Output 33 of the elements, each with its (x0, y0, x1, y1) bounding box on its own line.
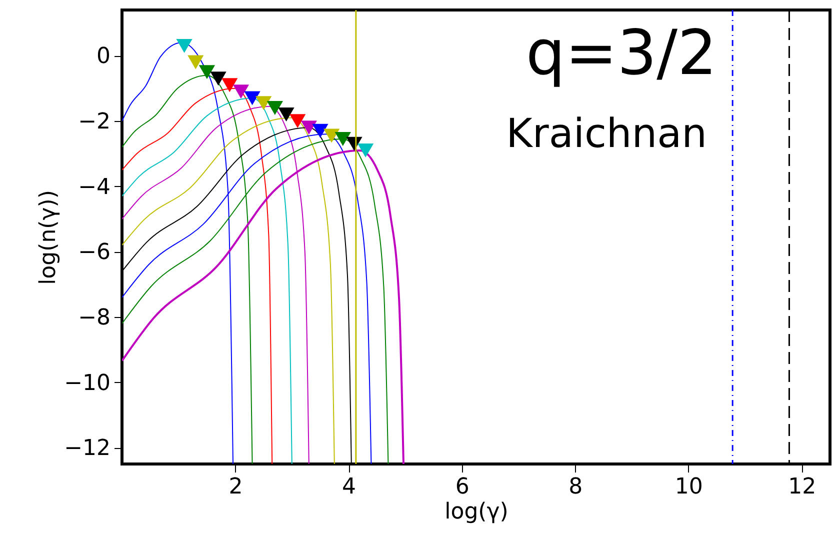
x-axis-title: log(γ) (444, 500, 508, 524)
y-tick-label: −12 (64, 436, 110, 462)
annotation: q=3/2 (526, 16, 717, 89)
point (222, 78, 238, 92)
x-tick-label: 2 (228, 474, 243, 500)
y-axis-title: log(n(γ)) (36, 190, 62, 285)
x-tick-label: 10 (674, 474, 703, 500)
point (290, 114, 306, 128)
y-tick-label: −6 (78, 240, 110, 266)
point (188, 55, 204, 70)
point (278, 108, 294, 122)
annotation: Kraichnan (506, 111, 707, 157)
y-tick-label: 0 (96, 44, 110, 70)
y-tick-label: −2 (78, 110, 110, 135)
point (198, 65, 216, 80)
point (210, 72, 226, 86)
point (244, 91, 260, 106)
point (232, 84, 250, 99)
point (334, 132, 351, 146)
y-tick-label: −10 (64, 370, 110, 396)
x-tick-label: 12 (788, 474, 816, 500)
point (300, 120, 317, 135)
point (176, 38, 192, 53)
point (266, 101, 283, 115)
point (256, 96, 272, 110)
y-tick-label: −8 (78, 306, 110, 331)
point (357, 143, 374, 158)
x-tick-label: 8 (568, 474, 583, 500)
x-tick-label: 4 (342, 474, 356, 500)
y-tick-label: −4 (78, 174, 110, 200)
point (324, 128, 340, 143)
point (312, 124, 328, 138)
x-tick-label: 6 (455, 474, 470, 500)
